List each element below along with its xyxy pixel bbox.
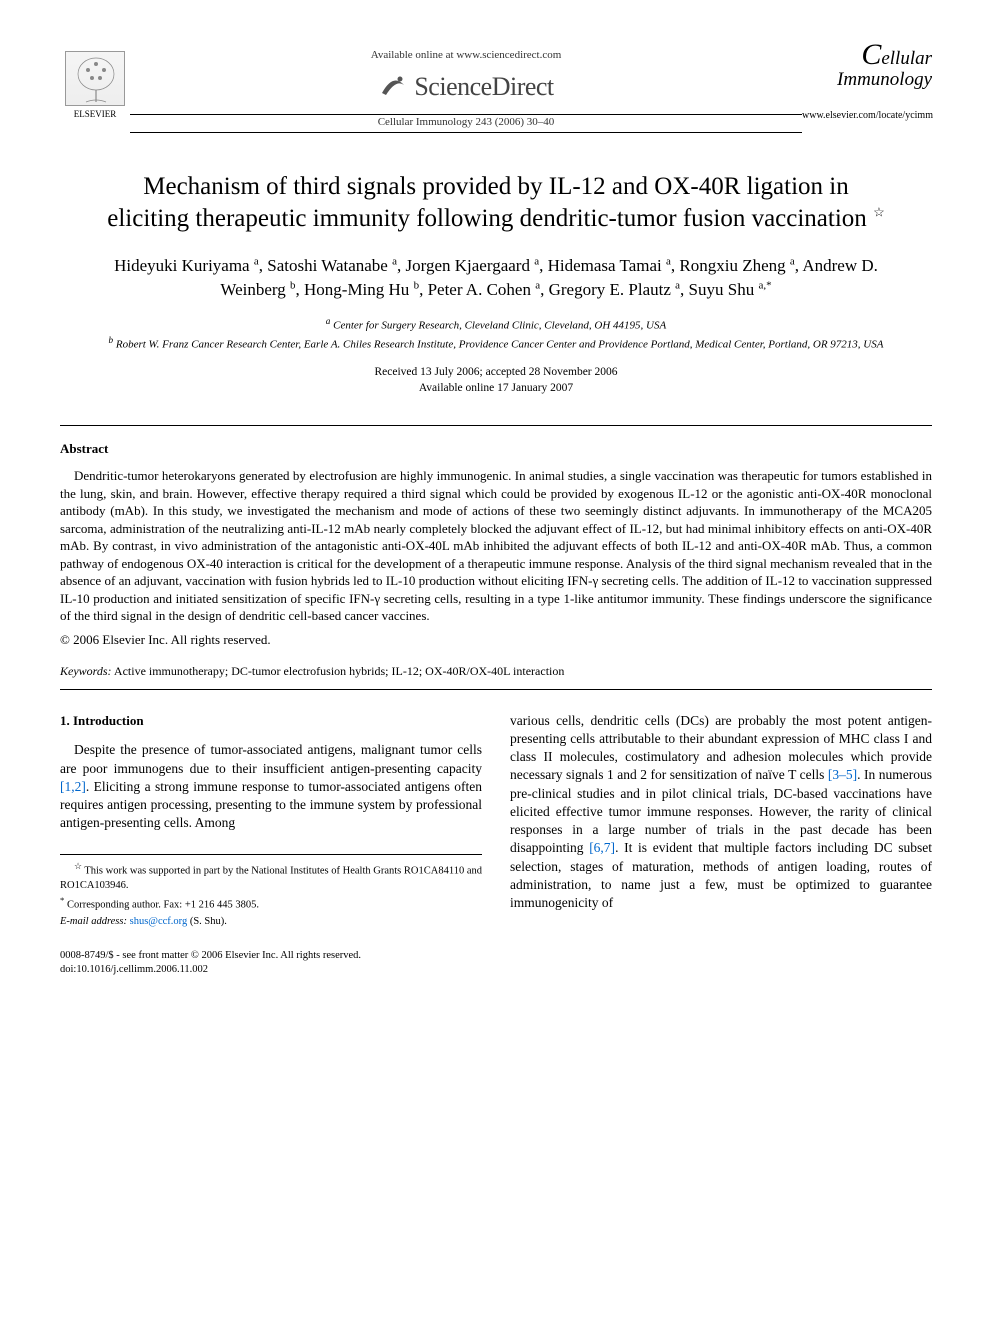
- header-rule-bottom: [130, 132, 802, 133]
- body-columns: 1. Introduction Despite the presence of …: [60, 712, 932, 931]
- keywords-text: Active immunotherapy; DC-tumor electrofu…: [114, 664, 564, 678]
- keywords: Keywords: Active immunotherapy; DC-tumor…: [60, 663, 932, 679]
- authors-list: Hideyuki Kuriyama a, Satoshi Watanabe a,…: [90, 254, 902, 302]
- introduction-heading: 1. Introduction: [60, 712, 482, 730]
- abstract-rule-top: [60, 425, 932, 426]
- sciencedirect-name: ScienceDirect: [414, 69, 553, 104]
- elsevier-tree-icon: [65, 51, 125, 106]
- available-online-text: Available online at www.sciencedirect.co…: [130, 48, 802, 63]
- abstract-text: Dendritic-tumor heterokaryons generated …: [60, 467, 932, 625]
- abstract-rule-bottom: [60, 689, 932, 690]
- footnotes: ☆ This work was supported in part by the…: [60, 854, 482, 929]
- journal-logo-title: Cellular Immunology: [802, 40, 932, 89]
- sciencedirect-block: Available online at www.sciencedirect.co…: [130, 40, 802, 133]
- corresponding-footnote: * Corresponding author. Fax: +1 216 445 …: [60, 895, 482, 913]
- abstract-heading: Abstract: [60, 440, 932, 458]
- footer-left: 0008-8749/$ - see front matter © 2006 El…: [60, 949, 361, 977]
- intro-paragraph-1: Despite the presence of tumor-associated…: [60, 741, 482, 832]
- sd-swoosh-icon: [378, 71, 408, 101]
- title-footnote-marker: ☆: [873, 205, 885, 220]
- page-header: ELSEVIER Available online at www.science…: [60, 40, 932, 133]
- journal-logo: Cellular Immunology www.elsevier.com/loc…: [802, 40, 932, 123]
- email-link[interactable]: shus@ccf.org: [130, 916, 188, 927]
- journal-url: www.elsevier.com/locate/ycimm: [802, 109, 932, 123]
- elsevier-label: ELSEVIER: [74, 108, 117, 120]
- keywords-label: Keywords:: [60, 664, 112, 678]
- column-right: various cells, dendritic cells (DCs) are…: [510, 712, 932, 931]
- citation-link[interactable]: [6,7]: [589, 840, 615, 855]
- sciencedirect-logo: ScienceDirect: [130, 69, 802, 104]
- footer-doi: doi:10.1016/j.cellimm.2006.11.002: [60, 963, 361, 977]
- column-left: 1. Introduction Despite the presence of …: [60, 712, 482, 931]
- title-text: Mechanism of third signals provided by I…: [107, 173, 867, 233]
- intro-paragraph-2: various cells, dendritic cells (DCs) are…: [510, 712, 932, 912]
- citation-link[interactable]: [1,2]: [60, 779, 86, 794]
- article-dates: Received 13 July 2006; accepted 28 Novem…: [60, 364, 932, 396]
- affiliation-b: b Robert W. Franz Cancer Research Center…: [90, 334, 902, 353]
- article-title: Mechanism of third signals provided by I…: [100, 171, 892, 236]
- elsevier-logo: ELSEVIER: [60, 40, 130, 120]
- affiliation-a: a Center for Surgery Research, Cleveland…: [90, 315, 902, 334]
- journal-reference: Cellular Immunology 243 (2006) 30–40: [130, 115, 802, 130]
- available-online-date: Available online 17 January 2007: [60, 380, 932, 396]
- footer-copyright: 0008-8749/$ - see front matter © 2006 El…: [60, 949, 361, 963]
- received-accepted-date: Received 13 July 2006; accepted 28 Novem…: [60, 364, 932, 380]
- affiliations: a Center for Surgery Research, Cleveland…: [90, 315, 902, 352]
- abstract-copyright: © 2006 Elsevier Inc. All rights reserved…: [60, 631, 932, 649]
- page-footer: 0008-8749/$ - see front matter © 2006 El…: [60, 949, 932, 977]
- email-footnote: E-mail address: shus@ccf.org (S. Shu).: [60, 915, 482, 929]
- funding-footnote: ☆ This work was supported in part by the…: [60, 861, 482, 893]
- citation-link[interactable]: [3–5]: [828, 767, 857, 782]
